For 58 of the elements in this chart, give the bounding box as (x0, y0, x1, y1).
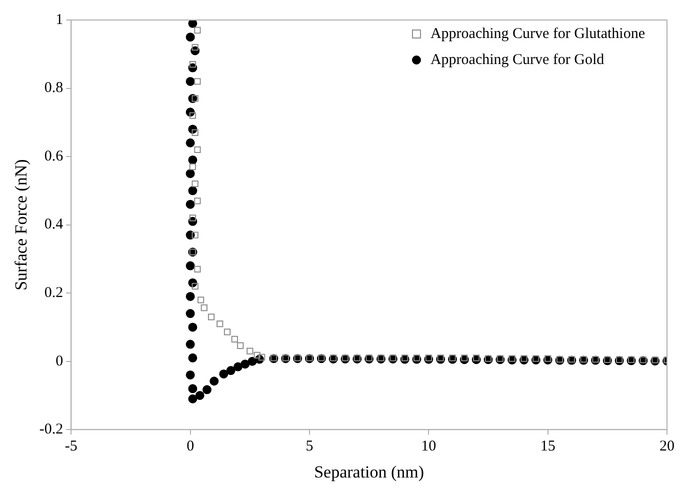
point (192, 129, 198, 136)
point (461, 354, 468, 362)
point (508, 355, 516, 362)
point (189, 163, 196, 170)
point (194, 146, 201, 154)
x-axis-title: Separation (nm) (314, 462, 424, 482)
point (189, 214, 196, 222)
point (194, 266, 201, 272)
y-tick-label: 0.8 (44, 80, 64, 96)
y-tick-label: 1 (56, 12, 64, 28)
point (484, 355, 492, 362)
y-tick-label: -0.2 (39, 422, 64, 438)
x-tick-label: 20 (660, 438, 674, 455)
point (246, 348, 254, 354)
y-axis-title: Surface Force (nN) (12, 159, 31, 290)
point (449, 354, 456, 362)
point (401, 354, 408, 362)
point (258, 354, 266, 361)
point (413, 354, 420, 362)
y-tick-label: 0.4 (44, 216, 64, 233)
point (616, 356, 623, 363)
x-tick-label: 10 (421, 438, 436, 455)
point (189, 61, 196, 68)
point (216, 320, 224, 328)
point (473, 354, 480, 362)
point (237, 342, 244, 349)
point (192, 44, 198, 51)
point (192, 232, 198, 238)
legend-label: Approaching Curve for Glutathione (430, 26, 646, 42)
x-tick-label: 0 (186, 438, 194, 455)
y-tick-label: 0 (56, 353, 64, 370)
point (496, 355, 504, 362)
point (194, 198, 201, 204)
x-tick-label: -5 (64, 438, 78, 455)
point (197, 296, 204, 304)
point (532, 355, 540, 362)
point (194, 26, 201, 34)
y-tick-label: 0.6 (44, 148, 64, 164)
point (192, 282, 198, 290)
point (192, 95, 198, 102)
legend-label: Approaching Curve for Gold (430, 52, 605, 68)
x-tick-label: 5 (306, 438, 314, 455)
point (231, 336, 238, 342)
point (628, 356, 635, 363)
point (194, 78, 201, 85)
point (604, 356, 611, 363)
point (208, 314, 215, 320)
point (224, 328, 231, 336)
point (437, 354, 444, 362)
point (520, 355, 528, 362)
point (425, 354, 432, 362)
x-tick-label: 15 (540, 438, 556, 455)
point (189, 112, 196, 119)
point (254, 352, 260, 359)
point (200, 304, 208, 312)
y-tick-label: 0.2 (44, 285, 64, 302)
point (192, 180, 198, 188)
point (544, 355, 552, 362)
